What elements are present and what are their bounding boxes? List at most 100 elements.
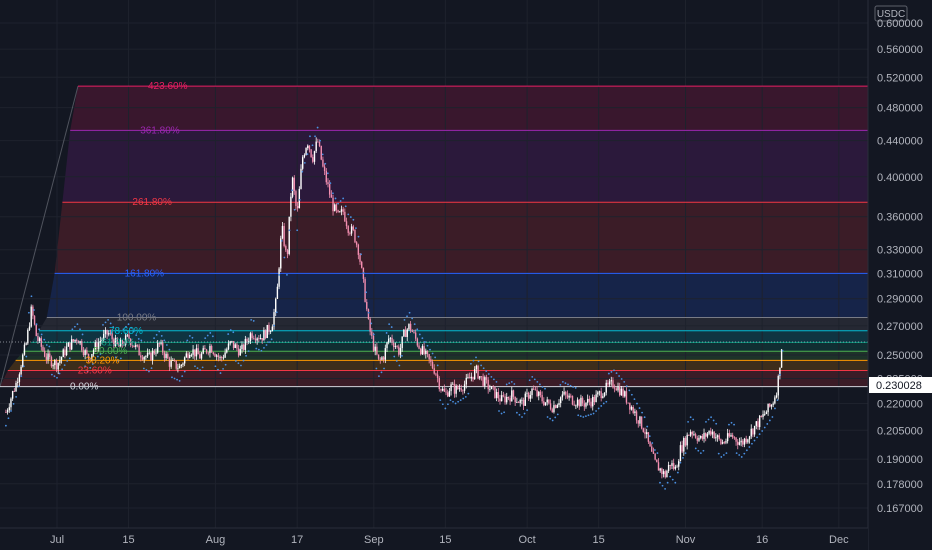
candle-body — [543, 401, 545, 406]
candle-body — [301, 157, 304, 169]
sar-dot — [342, 197, 345, 200]
candle-body — [47, 353, 49, 360]
candle-body — [119, 340, 122, 347]
sar-dot — [43, 338, 46, 341]
candle-body — [170, 360, 172, 367]
fib-trend-line — [0, 85, 79, 387]
candle-body — [494, 386, 496, 398]
fib-level-label: 38.20% — [86, 355, 120, 366]
candle-body — [87, 353, 90, 359]
sar-dot — [380, 371, 383, 374]
candle-body — [743, 438, 746, 445]
sar-dot — [255, 347, 258, 350]
time-scale-background[interactable] — [0, 528, 868, 550]
fib-level-label: 50.00% — [93, 346, 127, 357]
candle-body — [377, 354, 380, 359]
sar-dot — [132, 330, 135, 333]
candle-body — [325, 171, 327, 183]
candle-body — [15, 382, 17, 392]
candle-body — [774, 397, 776, 404]
sar-dot — [572, 386, 575, 388]
fib-level-label: 0.00% — [70, 382, 98, 393]
price-tick-label: 0.310000 — [877, 268, 923, 280]
candle-body — [551, 409, 553, 413]
candle-body — [129, 338, 132, 346]
candle-body — [275, 298, 277, 313]
candle-body — [649, 441, 651, 447]
candle-body — [264, 330, 267, 339]
sar-dot — [513, 383, 516, 385]
sar-dot — [153, 337, 155, 340]
sar-dot — [753, 439, 756, 442]
fib-level-label: 78.60% — [109, 326, 143, 337]
sar-dot — [436, 364, 439, 367]
candle-body — [298, 188, 301, 209]
sar-dot — [610, 371, 613, 373]
candle-body — [263, 330, 265, 341]
sar-dot — [733, 423, 735, 426]
sar-dot — [699, 452, 702, 455]
sar-dot — [447, 403, 449, 406]
sar-dot — [395, 360, 398, 362]
candle-body — [733, 437, 736, 439]
candle-body — [182, 363, 184, 365]
time-scale[interactable]: Jul 15 Aug 17 Sep 15 Oct 15 Nov 16 Dec — [50, 534, 849, 546]
price-scale-background[interactable] — [868, 0, 932, 550]
sar-dot — [257, 348, 260, 351]
candle-body — [67, 342, 69, 347]
candle-body — [600, 391, 602, 399]
sar-dot — [671, 478, 674, 481]
sar-dot — [22, 365, 25, 368]
candle-body — [59, 359, 61, 363]
candle-body — [116, 337, 118, 344]
candle-body — [678, 461, 680, 467]
candle-body — [52, 365, 54, 367]
candle-body — [769, 403, 771, 407]
price-tick-label: 0.270000 — [877, 321, 923, 333]
sar-dot — [280, 240, 283, 242]
sar-dot — [556, 413, 559, 416]
sar-dot — [145, 369, 148, 371]
candle-body — [94, 342, 96, 350]
sar-dot — [160, 335, 163, 337]
candle-body — [86, 350, 88, 354]
candle-body — [124, 335, 127, 345]
time-tick-label: 15 — [439, 534, 451, 546]
sar-dot — [751, 442, 753, 445]
candle-body — [645, 432, 648, 435]
candle-body — [672, 463, 675, 469]
candle-body — [145, 356, 147, 358]
candle-body — [371, 331, 373, 336]
sar-dot — [370, 322, 373, 325]
candle-body — [696, 437, 698, 441]
price-tick-label: 0.480000 — [877, 103, 923, 115]
candle-body — [693, 434, 695, 435]
candle-body — [103, 333, 105, 340]
sar-dot — [559, 383, 562, 386]
candle-body — [253, 337, 255, 339]
candle-body — [313, 151, 316, 162]
candle-body — [10, 398, 12, 408]
time-tick-label: 16 — [756, 534, 768, 546]
sar-dot — [188, 335, 191, 337]
candle-body — [199, 354, 201, 359]
candle-body — [586, 398, 589, 403]
sar-dot — [444, 407, 447, 410]
candle-body — [399, 348, 402, 355]
sar-dot — [480, 364, 483, 367]
sar-dot — [618, 375, 620, 377]
sar-dot — [283, 256, 286, 259]
sar-dot — [349, 216, 352, 218]
candle-body — [524, 393, 526, 406]
candle-body — [500, 395, 503, 402]
sar-dot — [278, 273, 281, 276]
sar-dot — [114, 356, 117, 359]
candle-body — [689, 431, 692, 436]
candle-body — [17, 381, 19, 383]
candle-body — [35, 324, 37, 337]
sar-dot — [748, 446, 751, 448]
candle-body — [37, 336, 39, 341]
sar-dot — [324, 162, 327, 165]
sar-dot — [561, 381, 564, 383]
